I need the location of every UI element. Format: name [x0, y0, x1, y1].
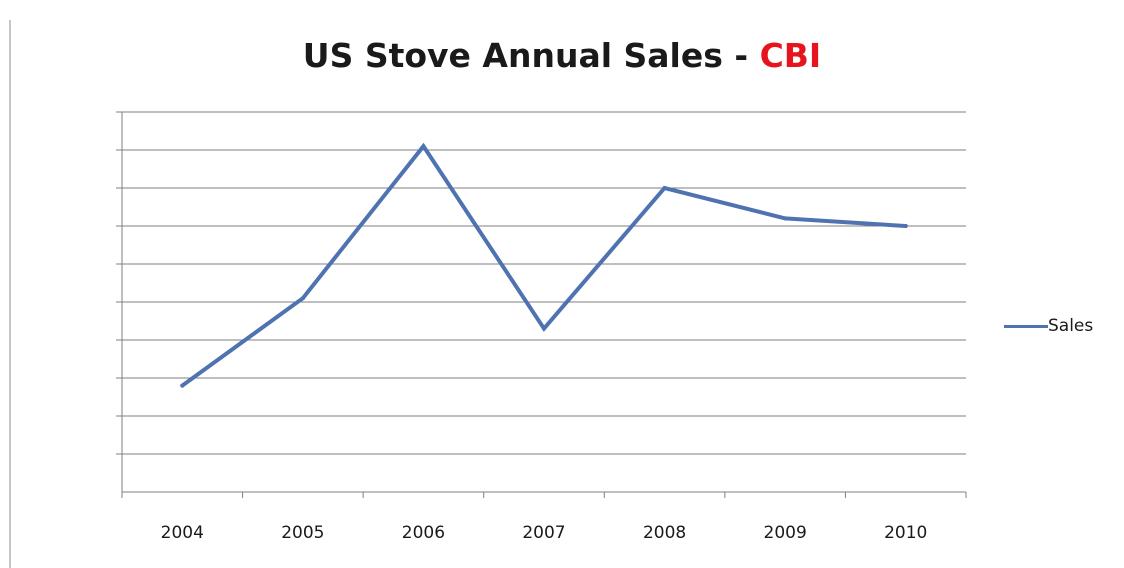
legend-swatch-sales	[1004, 324, 1048, 328]
data-point	[421, 144, 426, 149]
legend: Sales	[1004, 316, 1093, 336]
x-tick-label: 2009	[764, 523, 807, 543]
legend-label-sales: Sales	[1048, 316, 1094, 336]
x-tick-label: 2010	[884, 523, 927, 543]
series-line-sales	[180, 142, 908, 388]
x-tick-label: 2007	[522, 523, 565, 543]
data-point	[662, 186, 667, 190]
x-tick-label: 2006	[402, 523, 445, 543]
chart-title: US Stove Annual Sales - CBI	[0, 36, 1124, 75]
x-tick-label: 2005	[281, 523, 324, 543]
x-tick-label: 2008	[643, 523, 686, 543]
chart-title-accent: CBI	[759, 36, 822, 75]
chart-title-main: US Stove Annual Sales -	[302, 36, 760, 75]
x-tick-label: 2004	[161, 523, 204, 543]
data-point	[783, 216, 788, 221]
data-point	[300, 296, 305, 301]
data-point	[542, 326, 546, 331]
data-point	[903, 224, 908, 228]
data-point	[180, 383, 185, 388]
